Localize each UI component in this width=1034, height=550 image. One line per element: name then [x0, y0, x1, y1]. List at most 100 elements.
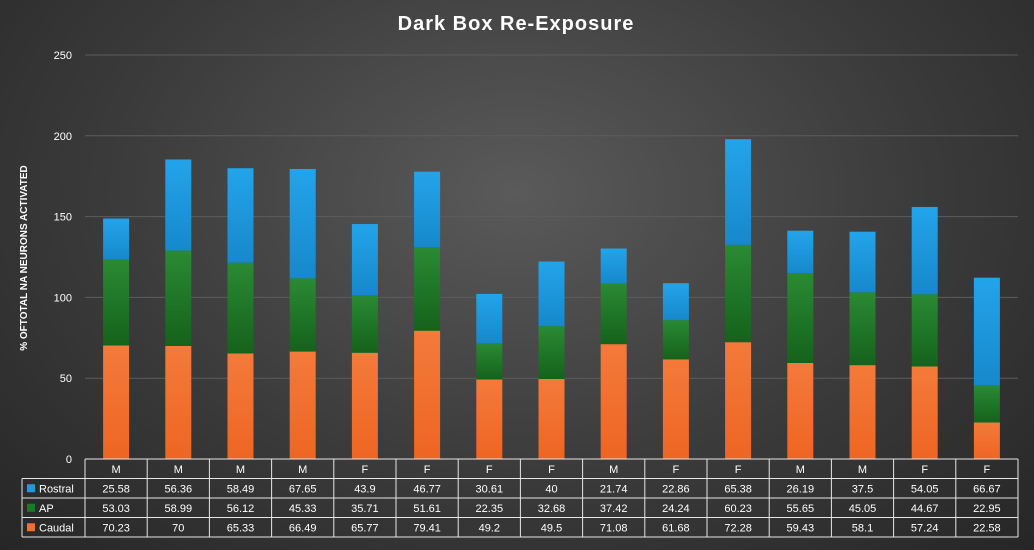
table-value-rostral: 22.86 [662, 483, 690, 495]
bar-segment-ap [165, 250, 192, 346]
table-value-caudal: 49.2 [479, 522, 500, 534]
table-value-caudal: 71.08 [600, 522, 628, 534]
table-value-caudal: 22.58 [973, 522, 1001, 534]
bar-segment-ap [849, 292, 876, 366]
table-value-caudal: 65.77 [351, 522, 379, 534]
bar-segment-ap [289, 278, 316, 352]
x-category-label: M [858, 464, 867, 476]
table-value-rostral: 66.67 [973, 483, 1001, 495]
bar-segment-ap [227, 262, 254, 354]
bar-segment-rostral [662, 283, 689, 321]
table-value-ap: 55.65 [787, 503, 815, 515]
bar-segment-rostral [476, 293, 503, 344]
bar-segment-ap [103, 259, 130, 346]
bar-segment-rostral [849, 231, 876, 293]
bar-segment-rostral [600, 248, 627, 284]
y-tick-label: 100 [54, 292, 72, 304]
bar-segment-caudal [227, 353, 254, 459]
bar-segment-caudal [849, 365, 876, 459]
bar-segment-rostral [289, 168, 316, 279]
x-category-label: F [424, 464, 431, 476]
bar-segment-caudal [351, 352, 378, 459]
x-category-label: F [735, 464, 742, 476]
table-value-rostral: 21.74 [600, 483, 628, 495]
table-value-ap: 45.05 [849, 503, 877, 515]
bar-segment-rostral [165, 159, 192, 251]
table-value-caudal: 65.33 [227, 522, 255, 534]
table-value-ap: 32.68 [538, 503, 566, 515]
bar-segment-rostral [351, 224, 378, 296]
table-value-caudal: 58.1 [852, 522, 873, 534]
table-value-ap: 56.12 [227, 503, 255, 515]
bar-segment-caudal [787, 362, 814, 459]
bar-segment-caudal [600, 344, 627, 459]
table-value-rostral: 65.38 [724, 483, 752, 495]
table-value-rostral: 54.05 [911, 483, 939, 495]
table-value-ap: 35.71 [351, 503, 379, 515]
y-tick-label: 50 [60, 373, 72, 385]
table-value-rostral: 25.58 [102, 483, 130, 495]
table-value-ap: 51.61 [413, 503, 441, 515]
y-axis-label: % OFTOTAL NA NEURONS ACTIVATED [19, 165, 30, 351]
table-value-ap: 60.23 [724, 503, 752, 515]
x-category-label: M [609, 464, 618, 476]
legend-label-rostral: Rostral [39, 483, 74, 495]
y-tick-label: 200 [54, 131, 72, 143]
x-category-label: F [486, 464, 493, 476]
table-value-rostral: 43.9 [354, 483, 375, 495]
table-value-caudal: 61.68 [662, 522, 690, 534]
table-value-caudal: 72.28 [724, 522, 752, 534]
table-value-caudal: 59.43 [787, 522, 815, 534]
bars [103, 139, 1000, 459]
legend-key-ap [27, 503, 35, 512]
y-tick-label: 250 [54, 50, 72, 62]
table-value-ap: 58.99 [165, 503, 193, 515]
table-value-rostral: 30.61 [476, 483, 504, 495]
bar-segment-ap [662, 320, 689, 360]
table-value-ap: 24.24 [662, 503, 690, 515]
bar-segment-caudal [103, 345, 130, 459]
table-value-rostral: 67.65 [289, 483, 317, 495]
x-category-label: F [921, 464, 928, 476]
bar-segment-ap [351, 295, 378, 353]
data-table: M M M M F F F F M F F M M F F Rostral 25.58 56.36 58.49 67.… [21, 458, 1019, 538]
bar-segment-rostral [103, 218, 130, 260]
table-value-rostral: 46.77 [413, 483, 441, 495]
bar-segment-rostral [787, 230, 814, 274]
bar-segment-caudal [662, 359, 689, 459]
table-value-ap: 22.35 [476, 503, 504, 515]
legend-label-ap: AP [39, 503, 54, 515]
table-value-rostral: 40 [545, 483, 557, 495]
bar-segment-caudal [725, 342, 752, 459]
y-axis-ticks: 0 50 100 150 200 250 [54, 50, 72, 466]
bar-segment-caudal [973, 422, 1000, 459]
bar-segment-caudal [289, 351, 316, 459]
legend-label-caudal: Caudal [39, 522, 74, 534]
chart-title: Dark Box Re-Exposure [398, 13, 635, 35]
x-category-label: M [112, 464, 121, 476]
table-value-caudal: 57.24 [911, 522, 939, 534]
table-value-rostral: 37.5 [852, 483, 873, 495]
table-value-rostral: 58.49 [227, 483, 255, 495]
bar-segment-rostral [725, 139, 752, 245]
x-category-label: M [796, 464, 805, 476]
bar-segment-caudal [414, 330, 441, 459]
bar-segment-ap [973, 385, 1000, 423]
y-tick-label: 0 [66, 454, 72, 466]
table-value-ap: 44.67 [911, 503, 939, 515]
y-tick-label: 150 [54, 212, 72, 224]
table-value-ap: 53.03 [102, 503, 130, 515]
bar-segment-ap [414, 247, 441, 331]
x-category-label: M [174, 464, 183, 476]
table-value-caudal: 66.49 [289, 522, 317, 534]
x-category-label: F [984, 464, 991, 476]
bar-segment-ap [911, 294, 938, 367]
legend-key-caudal [27, 523, 35, 532]
bar-segment-ap [725, 244, 752, 343]
table-value-caudal: 49.5 [541, 522, 562, 534]
bar-segment-caudal [476, 379, 503, 459]
bar-segment-ap [476, 343, 503, 380]
x-category-label: F [548, 464, 555, 476]
x-category-label: M [298, 464, 307, 476]
